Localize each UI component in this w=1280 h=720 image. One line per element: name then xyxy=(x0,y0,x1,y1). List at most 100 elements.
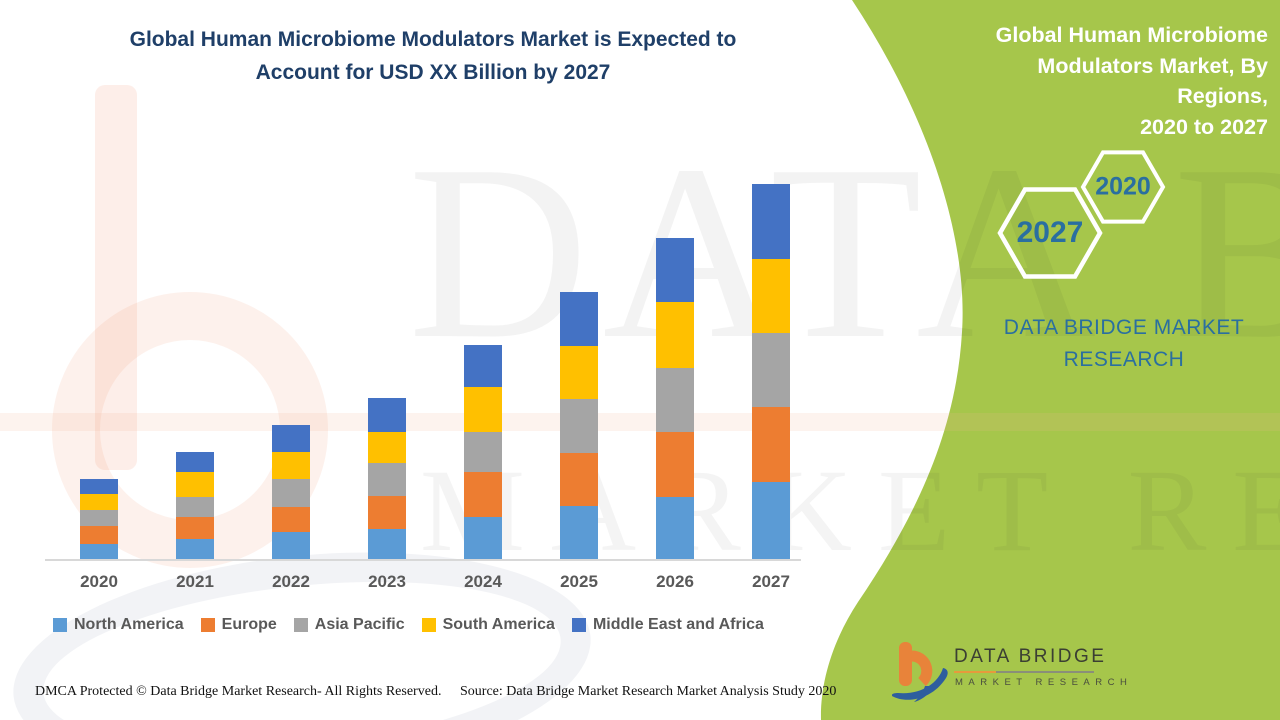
bar-column-2027 xyxy=(723,160,819,560)
side-panel-title-line2: Modulators Market, By Regions, xyxy=(1037,53,1268,109)
segment-middle-east-and-africa xyxy=(176,452,214,472)
x-axis-label-2024: 2024 xyxy=(464,572,502,591)
bar-column-2021 xyxy=(147,160,243,560)
data-bridge-logo-underline xyxy=(954,671,1094,673)
stacked-bar-chart xyxy=(51,160,819,560)
segment-south-america xyxy=(752,259,790,333)
legend-item-middle-east-and-africa: Middle East and Africa xyxy=(571,616,764,634)
bar-column-2023 xyxy=(339,160,435,560)
data-bridge-logo-icon xyxy=(892,642,948,702)
stacked-bar-2020 xyxy=(80,479,118,560)
brand-text-line2: RESEARCH xyxy=(1063,347,1185,371)
segment-south-america xyxy=(176,472,214,497)
x-axis-label-2020: 2020 xyxy=(80,572,118,591)
stacked-bar-2022 xyxy=(272,425,310,560)
stacked-bar-2024 xyxy=(464,345,502,560)
x-axis-labels: 2020 2021 2022 2023 2024 2025 2026 2027 xyxy=(51,572,819,592)
x-axis-label-2023: 2023 xyxy=(368,572,406,591)
segment-europe xyxy=(560,453,598,506)
segment-north-america xyxy=(656,497,694,560)
segment-asia-pacific xyxy=(464,432,502,472)
segment-north-america xyxy=(272,532,310,560)
segment-middle-east-and-africa xyxy=(368,398,406,432)
segment-asia-pacific xyxy=(80,510,118,526)
legend-label: South America xyxy=(442,616,555,633)
hexagon-2020 xyxy=(1080,150,1166,224)
legend-item-north-america: North America xyxy=(53,616,184,634)
stacked-bar-2026 xyxy=(656,238,694,560)
legend-swatch xyxy=(421,618,436,632)
bar-column-2020 xyxy=(51,160,147,560)
legend-label: Middle East and Africa xyxy=(592,616,764,633)
stacked-bar-2021 xyxy=(176,452,214,560)
footer-source-text: Source: Data Bridge Market Research Mark… xyxy=(460,684,837,699)
segment-south-america xyxy=(560,346,598,399)
segment-middle-east-and-africa xyxy=(560,292,598,346)
data-bridge-logo-name: DATA BRIDGE xyxy=(954,646,1107,667)
stacked-bar-2027 xyxy=(752,184,790,560)
segment-north-america xyxy=(752,482,790,560)
hexagons-graphic xyxy=(997,150,1166,279)
segment-europe xyxy=(752,407,790,482)
segment-europe xyxy=(368,496,406,529)
segment-europe xyxy=(80,526,118,544)
side-panel-title: Global Human Microbiome Modulators Marke… xyxy=(958,20,1268,142)
segment-south-america xyxy=(80,494,118,510)
segment-north-america xyxy=(368,529,406,560)
legend-label: Europe xyxy=(221,616,277,633)
bar-column-2022 xyxy=(243,160,339,560)
segment-north-america xyxy=(176,539,214,560)
legend-swatch xyxy=(200,618,215,632)
segment-asia-pacific xyxy=(176,497,214,517)
segment-south-america xyxy=(464,387,502,432)
segment-middle-east-and-africa xyxy=(464,345,502,387)
segment-south-america xyxy=(656,302,694,368)
brand-text-line1: DATA BRIDGE MARKET xyxy=(1003,316,1245,339)
page-title: Global Human Microbiome Modulators Marke… xyxy=(0,24,866,89)
data-bridge-logo-subtitle: MARKET RESEARCH xyxy=(955,677,1133,688)
side-panel-title-line3: 2020 to 2027 xyxy=(1140,114,1268,139)
hexagon-2027-label: 2027 xyxy=(1016,216,1084,249)
segment-europe xyxy=(656,432,694,497)
segment-europe xyxy=(272,507,310,532)
x-axis-label-2022: 2022 xyxy=(272,572,310,591)
x-axis-line xyxy=(45,559,801,561)
brand-text: DATA BRIDGE MARKET RESEARCH xyxy=(972,312,1276,375)
segment-asia-pacific xyxy=(560,399,598,453)
segment-middle-east-and-africa xyxy=(656,238,694,302)
bar-column-2026 xyxy=(627,160,723,560)
legend-item-asia-pacific: Asia Pacific xyxy=(293,616,405,634)
x-axis-label-2026: 2026 xyxy=(656,572,694,591)
segment-south-america xyxy=(272,452,310,479)
side-panel-title-line1: Global Human Microbiome xyxy=(995,23,1268,47)
segment-middle-east-and-africa xyxy=(272,425,310,452)
legend-item-europe: Europe xyxy=(200,616,277,634)
segment-south-america xyxy=(368,432,406,463)
segment-north-america xyxy=(464,517,502,560)
segment-asia-pacific xyxy=(272,479,310,507)
legend-item-south-america: South America xyxy=(421,616,555,634)
x-axis-label-2025: 2025 xyxy=(560,572,598,591)
hexagon-2020-label: 2020 xyxy=(1095,172,1151,201)
hexagon-2027 xyxy=(997,187,1103,279)
segment-asia-pacific xyxy=(656,368,694,432)
page-title-line1: Global Human Microbiome Modulators Marke… xyxy=(129,28,737,51)
x-axis-label-2021: 2021 xyxy=(176,572,214,591)
legend-swatch xyxy=(571,618,586,632)
legend-label: North America xyxy=(74,616,184,633)
segment-europe xyxy=(464,472,502,517)
legend-swatch xyxy=(293,618,308,632)
bar-column-2024 xyxy=(435,160,531,560)
segment-asia-pacific xyxy=(752,333,790,407)
segment-north-america xyxy=(560,506,598,560)
bar-column-2025 xyxy=(531,160,627,560)
stacked-bar-2025 xyxy=(560,292,598,560)
stacked-bar-2023 xyxy=(368,398,406,560)
segment-asia-pacific xyxy=(368,463,406,496)
chart-legend: North America Europe Asia Pacific South Ame… xyxy=(53,616,764,634)
footer-dmca-text: DMCA Protected © Data Bridge Market Rese… xyxy=(35,684,442,699)
legend-label: Asia Pacific xyxy=(314,616,405,633)
segment-north-america xyxy=(80,544,118,560)
